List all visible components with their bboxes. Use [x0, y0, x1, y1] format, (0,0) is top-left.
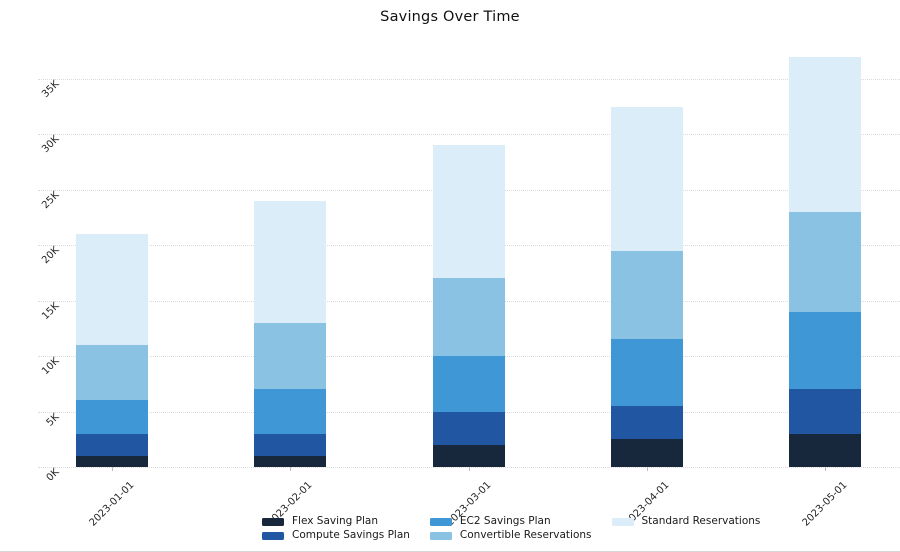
y-tick-label-30k: 30K	[40, 134, 62, 156]
bar-segment-standard-reservations-2023-02-01	[254, 200, 327, 323]
bar-segment-ec2-savings-plan-2023-03-01	[432, 356, 505, 412]
bar-segment-standard-reservations-2023-05-01	[789, 56, 862, 212]
bar-segment-flex-saving-plan-2023-03-01	[432, 444, 505, 467]
legend-label-flex-saving-plan: Flex Saving Plan	[292, 515, 379, 527]
x-tick-2023-05-01	[825, 467, 827, 471]
bar-segment-ec2-savings-plan-2023-05-01	[789, 311, 862, 390]
legend-item-convertible-reservations: Convertible Reservations	[429, 529, 602, 542]
bar-segment-ec2-savings-plan-2023-04-01	[610, 339, 683, 406]
legend-swatch-convertible-reservations	[429, 531, 452, 540]
y-tick-label-5k: 5K	[44, 411, 62, 429]
bar-2023-04-01	[610, 106, 683, 467]
gridline-35k	[38, 78, 900, 80]
bar-segment-compute-savings-plan-2023-05-01	[789, 389, 862, 434]
x-tick-2023-01-01	[112, 467, 114, 471]
bar-segment-compute-savings-plan-2023-02-01	[254, 433, 327, 456]
x-tick-2023-02-01	[290, 467, 292, 471]
legend-item-ec2-savings-plan: EC2 Savings Plan	[429, 515, 602, 528]
bar-segment-convertible-reservations-2023-04-01	[610, 250, 683, 340]
gridline-30k	[38, 134, 900, 136]
legend-label-ec2-savings-plan: EC2 Savings Plan	[459, 515, 551, 527]
x-tick-2023-03-01	[468, 467, 470, 471]
bar-segment-compute-savings-plan-2023-04-01	[610, 405, 683, 440]
legend-item-standard-reservations: Standard Reservations	[611, 515, 771, 528]
bar-segment-compute-savings-plan-2023-01-01	[76, 433, 149, 456]
bar-segment-standard-reservations-2023-04-01	[610, 106, 683, 251]
legend-item-compute-savings-plan: Compute Savings Plan	[262, 529, 420, 542]
legend-column: EC2 Savings Plan Convertible Reservations	[429, 515, 602, 542]
y-tick-label-15k: 15K	[40, 300, 62, 322]
legend-label-standard-reservations: Standard Reservations	[641, 515, 761, 527]
bar-segment-convertible-reservations-2023-01-01	[76, 345, 149, 401]
x-tick-label-2023-05-01: 2023-05-01	[800, 479, 850, 529]
legend-item-flex-saving-plan: Flex Saving Plan	[262, 515, 420, 528]
bar-segment-flex-saving-plan-2023-05-01	[789, 433, 862, 467]
legend-column: Standard Reservations	[611, 515, 771, 528]
bar-2023-01-01	[76, 234, 149, 467]
bar-2023-03-01	[432, 145, 505, 467]
legend-swatch-compute-savings-plan	[262, 531, 284, 540]
bar-segment-standard-reservations-2023-03-01	[432, 145, 505, 279]
legend: Flex Saving Plan Compute Savings Plan EC2 …	[262, 515, 770, 542]
bar-2023-05-01	[789, 56, 862, 467]
bar-segment-flex-saving-plan-2023-02-01	[254, 455, 327, 467]
y-tick-label-0k: 0K	[44, 466, 62, 484]
legend-swatch-standard-reservations	[611, 517, 634, 526]
chart-title: Savings Over Time	[380, 9, 520, 25]
x-tick-2023-04-01	[646, 467, 648, 471]
bar-segment-ec2-savings-plan-2023-02-01	[254, 389, 327, 434]
y-tick-label-25k: 25K	[40, 189, 62, 211]
bar-segment-convertible-reservations-2023-05-01	[789, 211, 862, 312]
legend-swatch-flex-saving-plan	[262, 517, 284, 526]
legend-swatch-ec2-savings-plan	[429, 517, 452, 526]
bar-segment-flex-saving-plan-2023-04-01	[610, 439, 683, 467]
bar-segment-convertible-reservations-2023-03-01	[432, 278, 505, 357]
bar-segment-ec2-savings-plan-2023-01-01	[76, 400, 149, 434]
bar-segment-standard-reservations-2023-01-01	[76, 234, 149, 345]
bar-segment-compute-savings-plan-2023-03-01	[432, 411, 505, 445]
bar-2023-02-01	[254, 200, 327, 467]
y-tick-label-35k: 35K	[40, 78, 62, 100]
y-tick-label-10k: 10K	[40, 355, 62, 378]
x-tick-label-2023-01-01: 2023-01-01	[87, 479, 137, 529]
legend-column: Flex Saving Plan Compute Savings Plan	[262, 515, 420, 542]
y-tick-label-20k: 20K	[40, 244, 62, 267]
bar-segment-convertible-reservations-2023-02-01	[254, 322, 327, 390]
legend-label-convertible-reservations: Convertible Reservations	[459, 529, 592, 541]
bar-segment-flex-saving-plan-2023-01-01	[76, 455, 149, 467]
legend-label-compute-savings-plan: Compute Savings Plan	[292, 529, 410, 541]
